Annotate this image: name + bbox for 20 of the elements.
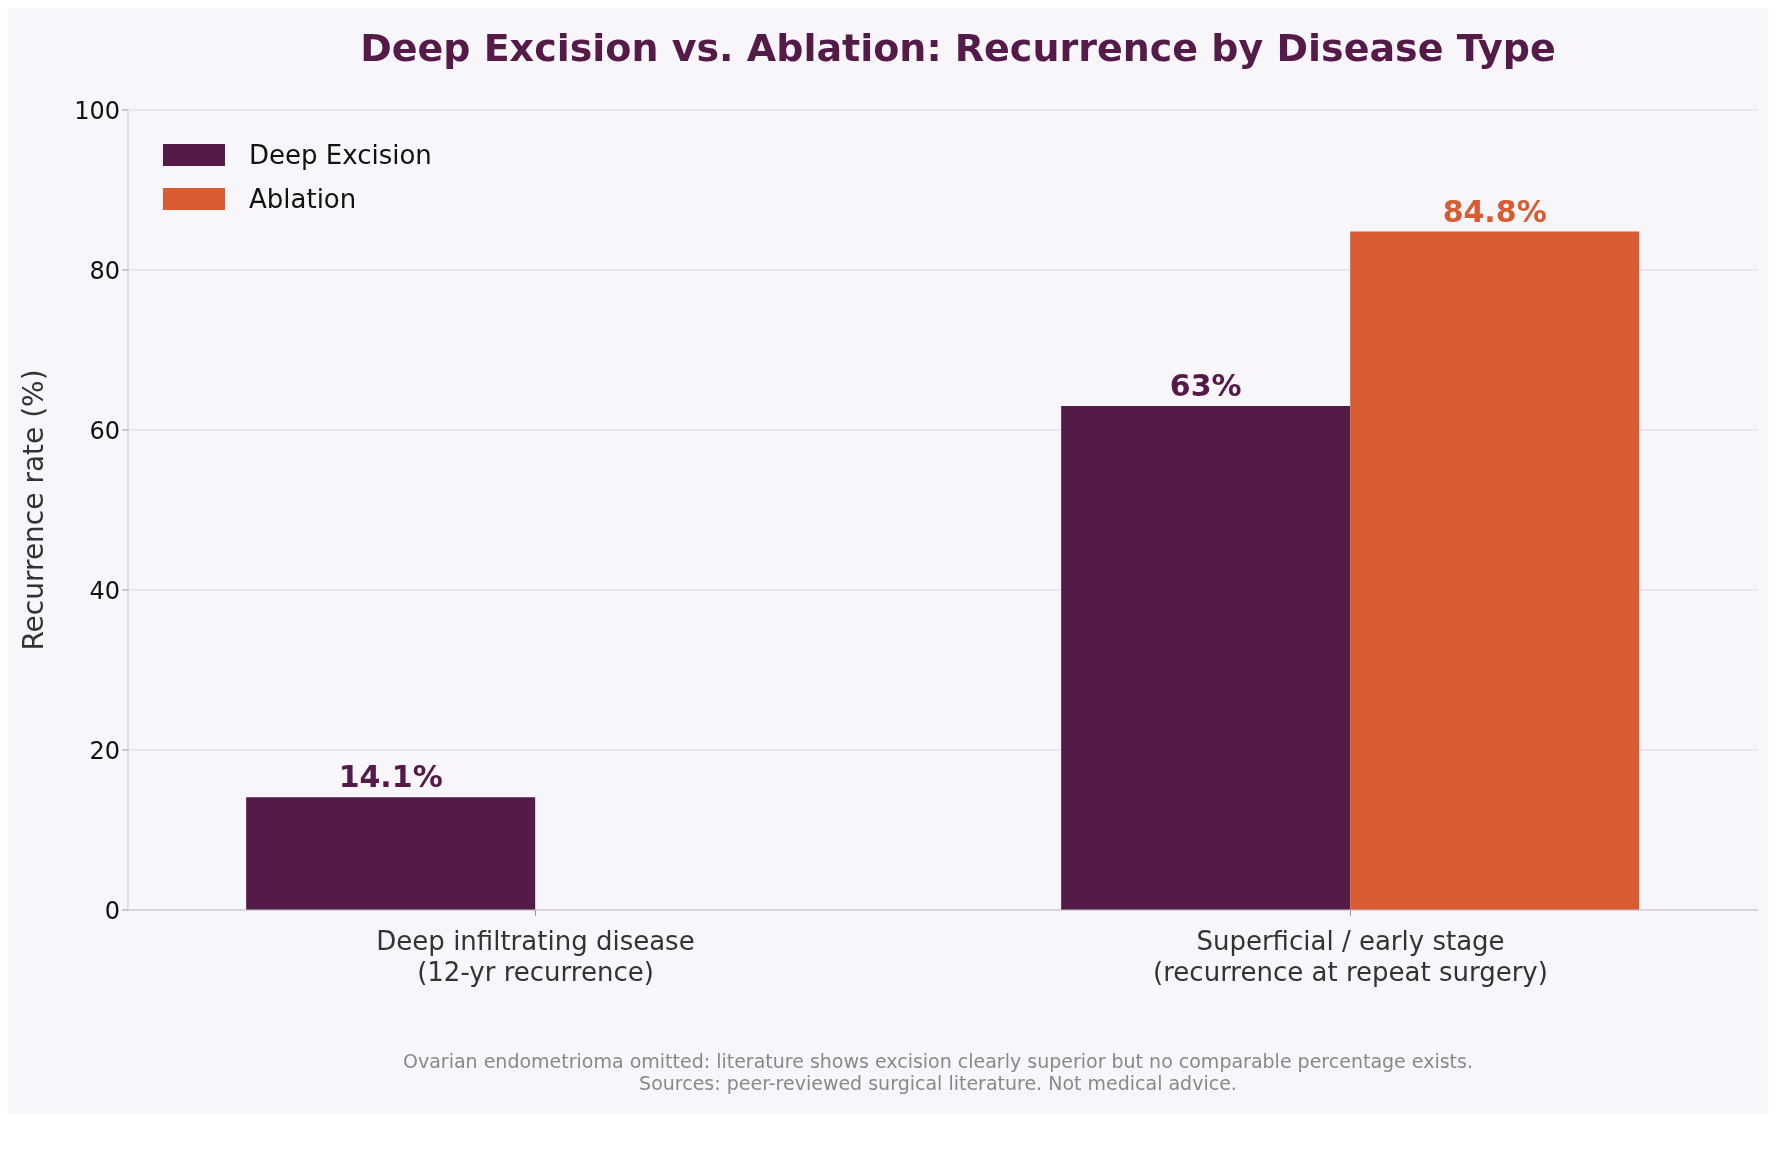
y-tick-label: 0 — [104, 896, 120, 925]
y-tick-label: 100 — [74, 96, 120, 125]
data-label: 63% — [1169, 368, 1242, 403]
bar — [1061, 406, 1351, 910]
y-tick-label: 80 — [89, 256, 120, 285]
bar — [1350, 231, 1640, 910]
y-tick-label: 20 — [89, 736, 120, 765]
chart-title: Deep Excision vs. Ablation: Recurrence by Disease Type — [359, 25, 1557, 70]
y-axis-title: Recurrence rate (%) — [16, 369, 50, 651]
y-tick-label: 40 — [89, 576, 120, 605]
data-label: 84.8% — [1442, 193, 1547, 229]
legend-label: Ablation — [249, 184, 357, 214]
bar — [246, 797, 536, 910]
source-note: Sources: peer-reviewed surgical literature. Not medical advice. — [638, 1072, 1238, 1094]
data-label: 14.1% — [338, 759, 443, 795]
x-tick-label: Deep infiltrating disease (12-yr recurrence) — [376, 926, 695, 987]
y-tick-label: 60 — [89, 416, 120, 445]
legend-label: Deep Excision — [249, 140, 432, 170]
text: Ovarian endometrioma omitted: literature shows excision clearly superior but no comparable percentage exists. — [402, 1050, 1474, 1072]
x-tick-label: Superficial / early stage (recurrence at repeat surgery) — [1153, 926, 1548, 987]
